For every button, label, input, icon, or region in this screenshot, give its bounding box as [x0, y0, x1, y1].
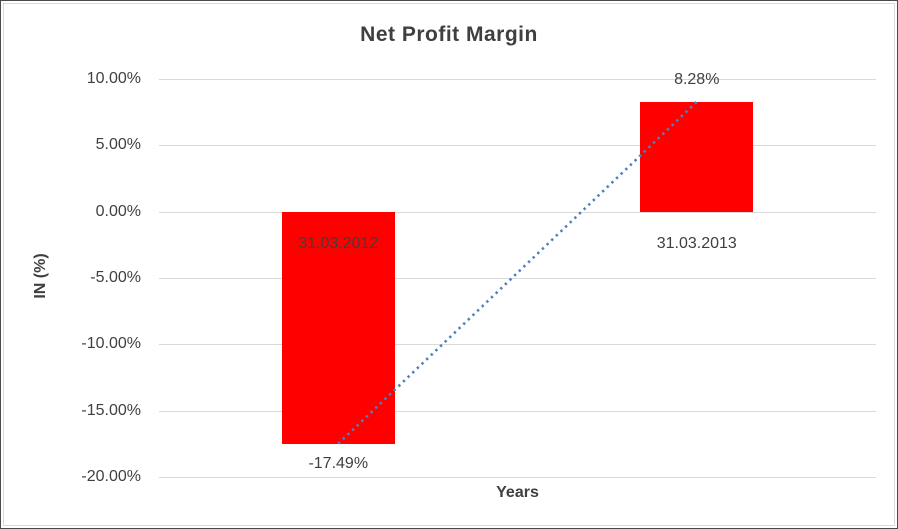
x-axis-title: Years — [496, 484, 539, 501]
y-tick-label: 0.00% — [95, 202, 141, 220]
y-tick-label: -20.00% — [81, 468, 141, 485]
gridline — [159, 145, 876, 147]
bar-31.03.2013 — [640, 101, 754, 212]
gridline — [159, 344, 876, 346]
chart-title: Net Profit Margin — [360, 23, 538, 46]
category-label: 31.03.2013 — [656, 234, 737, 252]
gridline — [159, 79, 876, 80]
y-tick-label: -5.00% — [90, 269, 141, 286]
value-label: -17.49% — [308, 454, 369, 472]
value-label: 8.28% — [674, 70, 720, 88]
gridline — [159, 410, 876, 412]
y-tick-label: -10.00% — [81, 335, 141, 353]
category-label: 31.03.2012 — [298, 234, 379, 252]
gridline — [159, 278, 876, 279]
y-tick-label: 5.00% — [95, 136, 141, 154]
gridline — [159, 477, 876, 478]
y-tick-label: -15.00% — [81, 401, 141, 419]
chart-border-frame — [3, 3, 895, 526]
gridline — [159, 211, 876, 213]
y-tick-label: 10.00% — [86, 70, 141, 87]
